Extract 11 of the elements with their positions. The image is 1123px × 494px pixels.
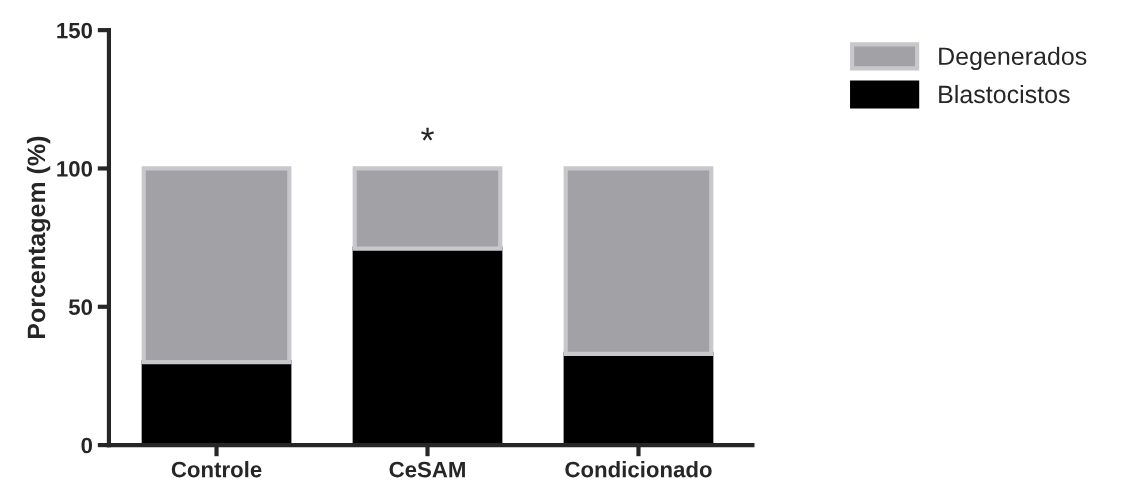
y-axis-title: Porcentagem (%) <box>26 136 51 339</box>
y-tick-label: 100 <box>57 160 93 177</box>
annotation: * <box>421 127 434 141</box>
x-tick-label: CeSAM <box>389 461 465 478</box>
y-tick-label: 50 <box>68 299 93 316</box>
x-tick-label: Condicionado <box>565 461 712 478</box>
y-tick-label: 150 <box>57 22 93 39</box>
legend-label: Blastocistos <box>939 84 1070 104</box>
x-tick-label: Controle <box>171 461 262 478</box>
legend-label: Degenerados <box>939 46 1087 71</box>
y-tick-label: 0 <box>81 437 93 454</box>
